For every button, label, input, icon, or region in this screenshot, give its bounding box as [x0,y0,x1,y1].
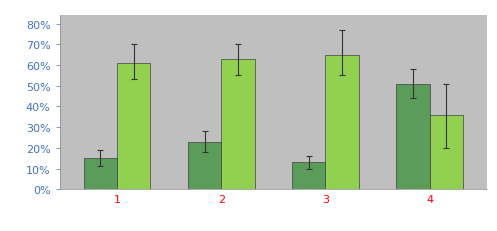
Bar [397,84,430,189]
Bar [117,64,150,189]
Bar [292,163,326,189]
Bar [221,60,254,189]
Bar [326,55,359,189]
Bar [188,142,221,189]
Bar [83,158,117,189]
Bar [430,115,463,189]
